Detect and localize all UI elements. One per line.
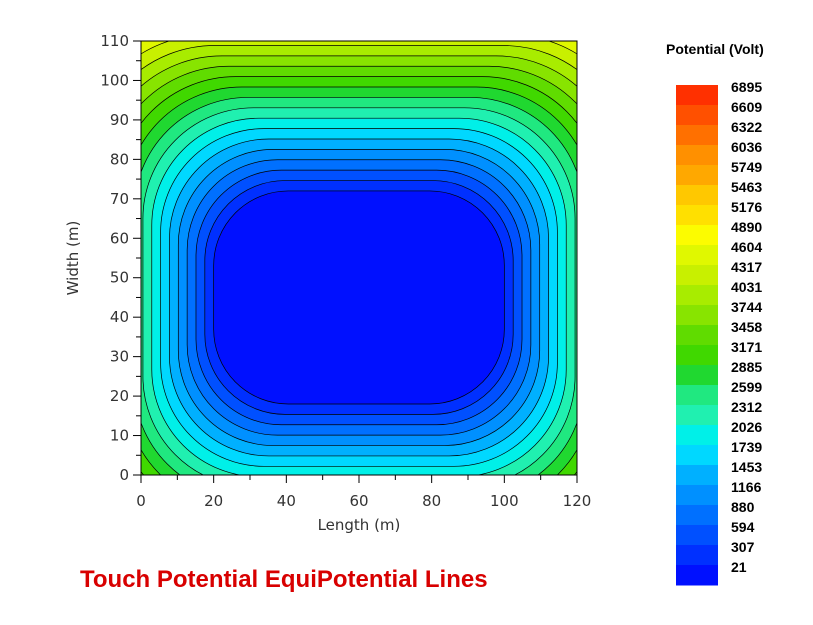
legend: 6895 6609 6322 6036 5749 5463 5176 4890 4604 4317…	[676, 79, 762, 586]
y-tick-label: 60	[110, 229, 129, 247]
y-tick-label: 90	[110, 111, 129, 129]
y-tick-label: 40	[110, 308, 129, 326]
legend-swatch-1453	[676, 465, 718, 486]
x-tick-label: 40	[277, 492, 296, 510]
y-tick-label: 20	[110, 387, 129, 405]
legend-label-5749: 5749	[731, 159, 762, 175]
x-tick-label: 100	[490, 492, 519, 510]
y-axis: 0 10 20 30 40 50 60 70 80 90 100 110	[100, 32, 141, 484]
legend-swatch-6895	[676, 85, 718, 106]
legend-swatch-1739	[676, 445, 718, 466]
x-tick-label: 80	[422, 492, 441, 510]
y-axis-label: Width (m)	[64, 221, 82, 296]
legend-label-4031: 4031	[731, 279, 762, 295]
legend-swatch-21	[676, 565, 718, 586]
legend-label-21: 21	[731, 559, 747, 575]
legend-swatch-3744	[676, 305, 718, 326]
legend-swatch-4031	[676, 285, 718, 306]
y-tick-label: 10	[110, 427, 129, 445]
legend-label-6609: 6609	[731, 99, 762, 115]
legend-swatch-2599	[676, 385, 718, 406]
x-axis: 0 20 40 60 80 100 120	[136, 475, 591, 510]
x-tick-label: 0	[136, 492, 146, 510]
legend-label-6895: 6895	[731, 79, 762, 95]
plot-area	[141, 41, 577, 475]
legend-swatch-3458	[676, 325, 718, 346]
legend-swatch-880	[676, 505, 718, 526]
legend-swatch-307	[676, 545, 718, 566]
y-tick-label: 70	[110, 190, 129, 208]
legend-label-5176: 5176	[731, 199, 762, 215]
legend-label-3171: 3171	[731, 339, 762, 355]
legend-swatch-6609	[676, 105, 718, 126]
legend-label-307: 307	[731, 539, 755, 555]
chart-title: Touch Potential EquiPotential Lines	[80, 566, 488, 593]
legend-label-1453: 1453	[731, 459, 762, 475]
legend-swatch-4317	[676, 265, 718, 286]
legend-swatch-2026	[676, 425, 718, 446]
legend-label-1739: 1739	[731, 439, 762, 455]
legend-label-4604: 4604	[731, 239, 762, 255]
legend-label-3744: 3744	[731, 299, 762, 315]
legend-label-880: 880	[731, 499, 755, 515]
legend-swatch-594	[676, 525, 718, 546]
legend-swatch-1166	[676, 485, 718, 506]
legend-swatch-6322	[676, 125, 718, 146]
legend-label-2026: 2026	[731, 419, 762, 435]
x-tick-label: 20	[204, 492, 223, 510]
y-tick-label: 110	[100, 32, 129, 50]
x-tick-label: 60	[349, 492, 368, 510]
legend-label-594: 594	[731, 519, 755, 535]
legend-swatch-4890	[676, 225, 718, 246]
legend-label-6036: 6036	[731, 139, 762, 155]
y-tick-label: 30	[110, 348, 129, 366]
legend-swatch-5176	[676, 205, 718, 226]
y-tick-label: 0	[119, 466, 129, 484]
x-tick-label: 120	[563, 492, 592, 510]
legend-swatch-5463	[676, 185, 718, 206]
legend-swatch-2312	[676, 405, 718, 426]
contour-band-21	[213, 190, 505, 405]
legend-title: Potential (Volt)	[666, 41, 764, 57]
legend-label-4317: 4317	[731, 259, 762, 275]
y-tick-label: 50	[110, 269, 129, 287]
legend-label-2885: 2885	[731, 359, 762, 375]
legend-label-2312: 2312	[731, 399, 762, 415]
legend-label-5463: 5463	[731, 179, 762, 195]
legend-swatch-5749	[676, 165, 718, 186]
legend-label-3458: 3458	[731, 319, 762, 335]
legend-label-6322: 6322	[731, 119, 762, 135]
legend-label-4890: 4890	[731, 219, 762, 235]
legend-label-1166: 1166	[731, 479, 762, 495]
y-tick-label: 80	[110, 150, 129, 168]
y-tick-label: 100	[100, 71, 129, 89]
legend-swatch-2885	[676, 365, 718, 386]
legend-swatch-3171	[676, 345, 718, 366]
x-axis-label: Length (m)	[318, 516, 401, 534]
legend-label-2599: 2599	[731, 379, 762, 395]
legend-swatch-6036	[676, 145, 718, 166]
legend-swatch-4604	[676, 245, 718, 266]
